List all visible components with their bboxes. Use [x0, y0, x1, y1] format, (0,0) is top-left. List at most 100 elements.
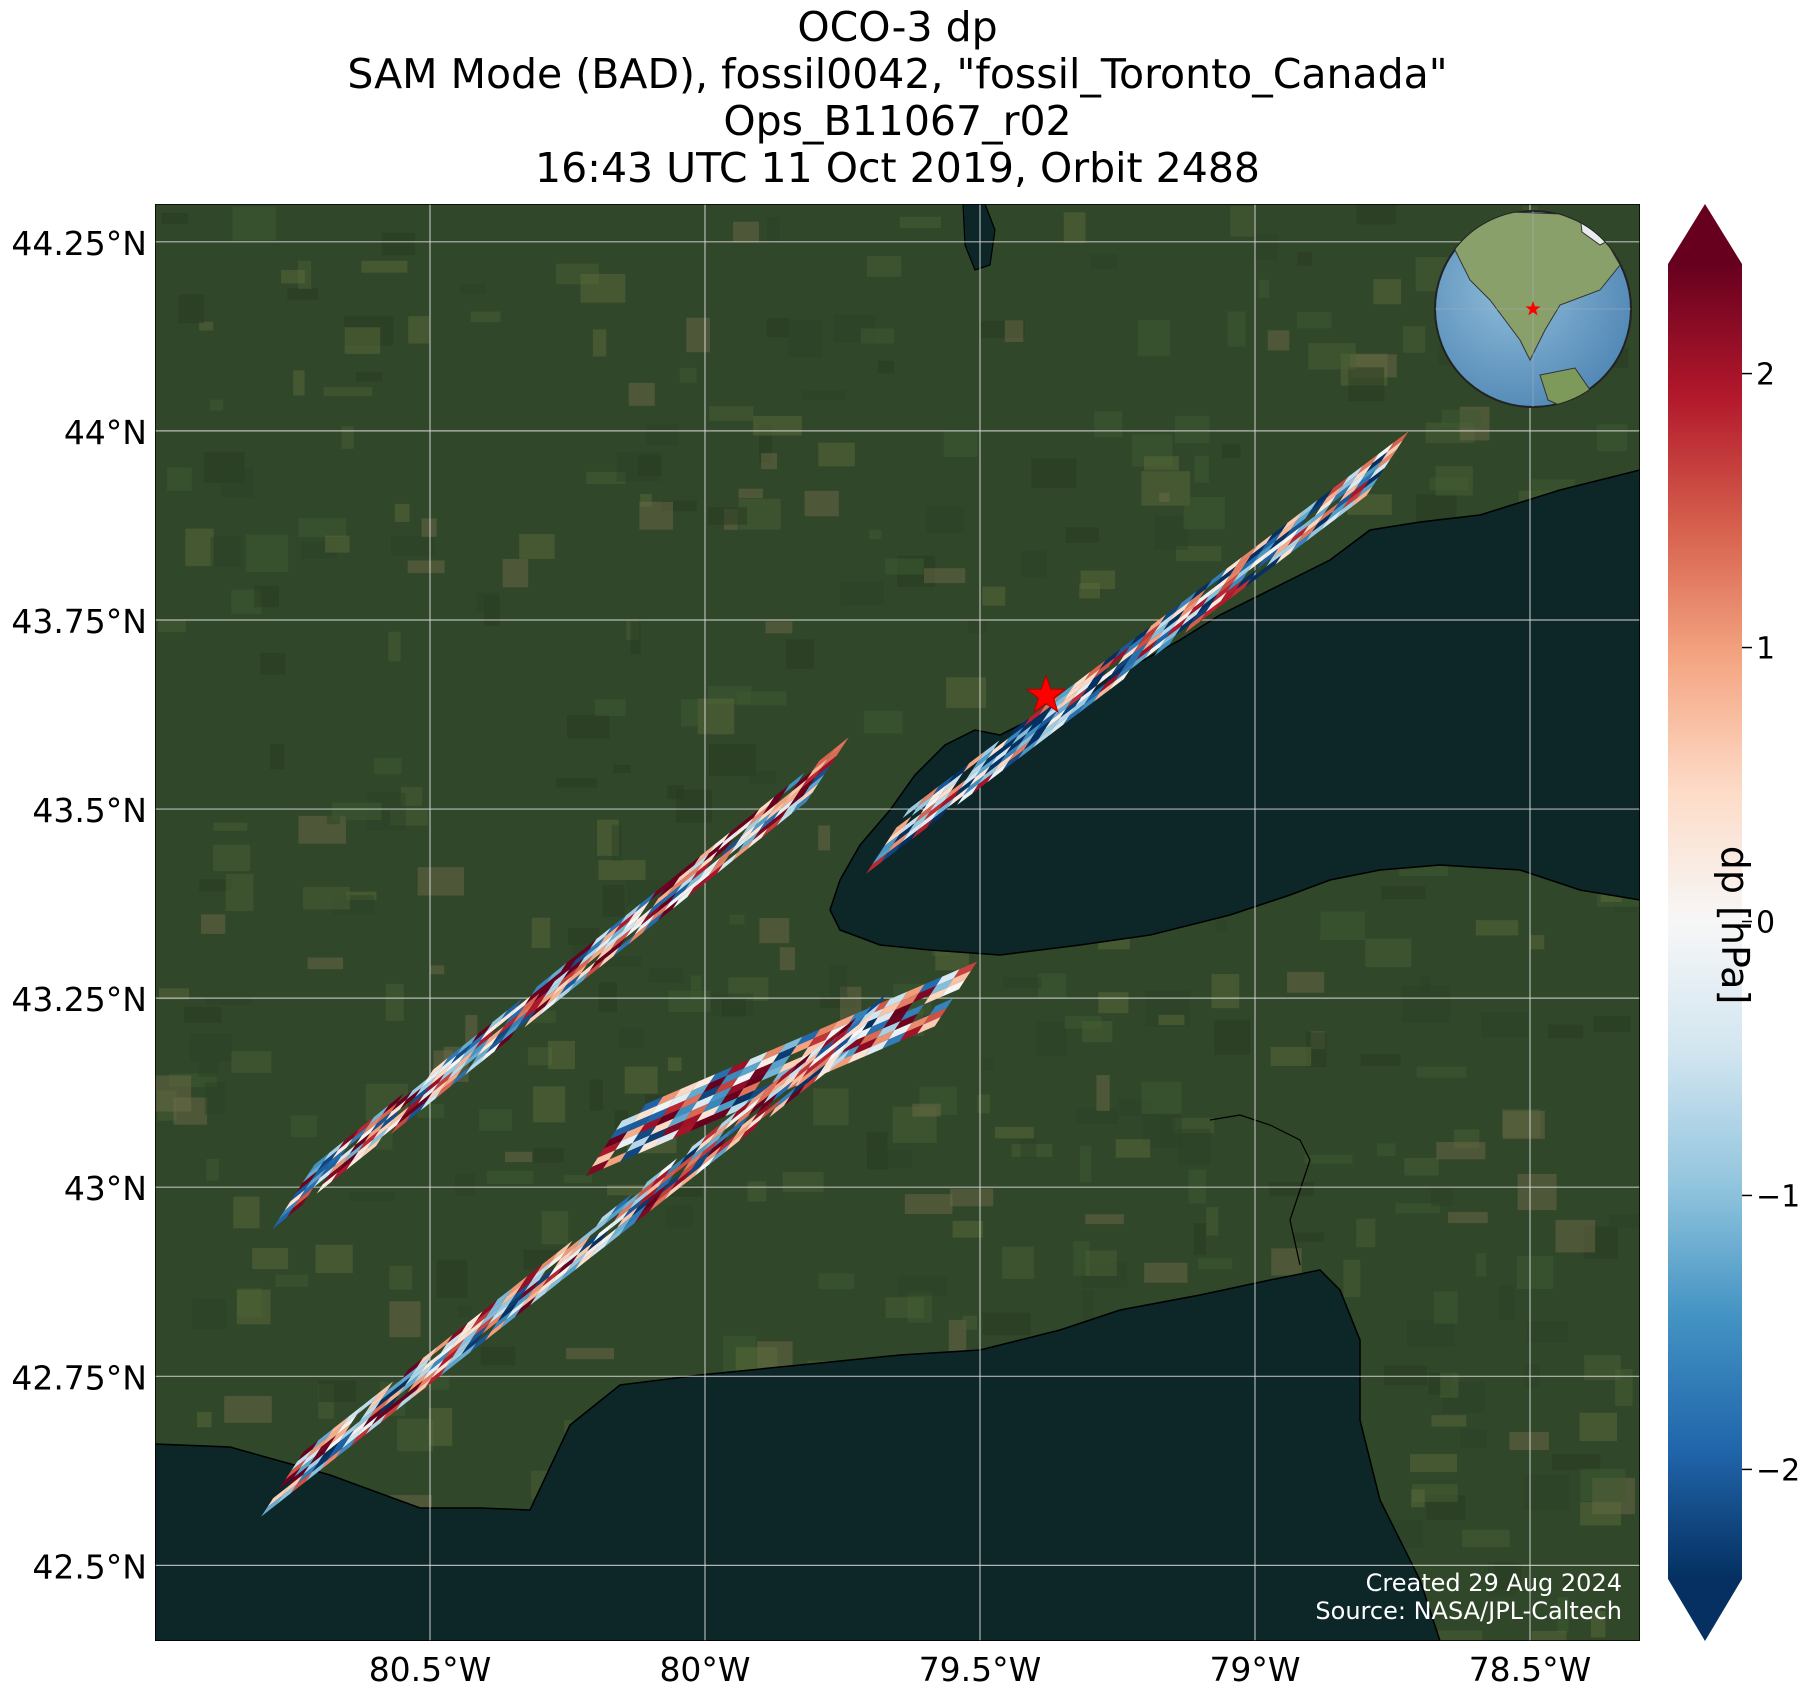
sounding-cell	[729, 833, 751, 855]
sounding-cell	[1320, 486, 1343, 507]
land-patch	[1557, 1597, 1569, 1633]
sounding-cell	[278, 1198, 300, 1220]
sounding-cell	[926, 807, 948, 828]
sounding-cell	[871, 1010, 896, 1027]
sounding-cell	[1275, 520, 1297, 542]
land-patch	[1433, 1291, 1458, 1324]
land-patch	[436, 1259, 468, 1298]
latitude-tick-label: 43°N	[64, 1169, 147, 1208]
land-patch	[480, 1346, 516, 1366]
land-patch	[786, 639, 814, 669]
sounding-cell	[820, 1029, 842, 1051]
sounding-cell	[1290, 509, 1312, 530]
lake-simcoe	[962, 204, 996, 271]
sounding-cell	[865, 1039, 889, 1057]
sounding-cell	[719, 1088, 744, 1106]
sounding-cell	[495, 1007, 517, 1029]
sounding-cell	[917, 786, 939, 807]
land-patch	[646, 424, 679, 446]
sounding-cell	[616, 1207, 638, 1229]
land-patch	[982, 586, 1006, 606]
sounding-cell	[930, 978, 954, 995]
sounding-cell	[1063, 680, 1085, 702]
sounding-cell	[474, 1028, 496, 1050]
sounding-cell	[828, 1049, 850, 1071]
sounding-cell	[706, 1136, 728, 1158]
latitude-tick-label: 42.75°N	[11, 1358, 147, 1397]
sounding-cell	[703, 841, 724, 863]
sounding-cell	[838, 1024, 860, 1046]
land-patch	[421, 518, 437, 537]
sounding-cell	[871, 1030, 895, 1047]
sounding-cell	[1351, 486, 1373, 508]
land-patch	[460, 283, 486, 294]
sounding-cell	[367, 1127, 389, 1149]
sounding-cell	[1114, 637, 1136, 658]
sounding-cell	[1226, 571, 1249, 592]
sounding-cell	[809, 765, 831, 787]
sounding-cell	[688, 1141, 710, 1163]
sounding-cell	[330, 1423, 352, 1445]
sounding-cell	[784, 1062, 806, 1083]
sounding-cell	[342, 1405, 364, 1426]
sounding-cell	[590, 927, 612, 949]
land-patch	[396, 1418, 434, 1452]
sounding-cell	[479, 1306, 501, 1327]
sounding-cell	[1023, 729, 1045, 750]
sounding-cell	[585, 1159, 610, 1177]
land-patch	[1004, 320, 1024, 342]
sounding-cell	[1023, 706, 1045, 727]
sounding-cell	[591, 1150, 616, 1167]
land-patch	[1460, 1429, 1487, 1449]
land-patch	[667, 1057, 682, 1071]
sounding-cell	[685, 1103, 709, 1121]
sounding-cell	[459, 1040, 481, 1062]
sounding-cell	[423, 1073, 445, 1095]
sounding-cell	[1287, 525, 1309, 546]
niagara-river	[1209, 1114, 1311, 1266]
land-patch	[1082, 1020, 1113, 1043]
sounding-cell	[1360, 461, 1382, 482]
sounding-cell	[389, 1376, 411, 1398]
sounding-cell	[920, 793, 942, 814]
sounding-cell	[778, 1071, 800, 1093]
sounding-cell	[751, 1101, 773, 1123]
land-patch	[656, 1185, 703, 1197]
sounding-cell	[847, 1047, 871, 1064]
sounding-cell	[664, 1155, 686, 1177]
sounding-cell	[456, 1034, 478, 1056]
land-patch	[1021, 550, 1047, 578]
sounding-cell	[820, 1052, 841, 1073]
sounding-cell	[355, 1123, 377, 1145]
sounding-cell	[391, 1090, 413, 1112]
sounding-cell	[756, 803, 778, 825]
sounding-cell	[687, 875, 709, 897]
data-source: Source: NASA/JPL-Caltech	[1315, 1597, 1622, 1625]
land-patch	[231, 1051, 272, 1073]
land-patch	[1409, 1454, 1457, 1473]
sounding-cell	[883, 991, 908, 1009]
sounding-cell	[367, 1105, 389, 1127]
credit-box: Created 29 Aug 2024 Source: NASA/JPL-Cal…	[1315, 1569, 1622, 1625]
sounding-cell	[353, 1117, 374, 1139]
sounding-cell	[311, 1159, 333, 1181]
sounding-cell	[912, 985, 937, 1003]
sounding-cell	[491, 1310, 513, 1332]
sounding-cell	[613, 935, 635, 957]
sounding-cell	[403, 1094, 424, 1116]
sounding-cell	[664, 890, 685, 912]
sounding-cell	[932, 774, 954, 796]
sounding-cell	[699, 857, 721, 879]
sounding-cell	[697, 1085, 721, 1102]
land-patch	[213, 844, 251, 872]
sounding-cell	[542, 1265, 564, 1287]
sounding-cell	[443, 1338, 465, 1360]
land-patch	[260, 652, 286, 675]
land-patch	[178, 294, 205, 324]
sounding-cell	[646, 1183, 668, 1205]
longitude-tick-label: 79°W	[1209, 1650, 1300, 1689]
sounding-cell	[1048, 715, 1070, 737]
land-patch	[1563, 1576, 1577, 1587]
sounding-cell	[978, 740, 1000, 761]
land-patch	[1580, 1468, 1626, 1502]
